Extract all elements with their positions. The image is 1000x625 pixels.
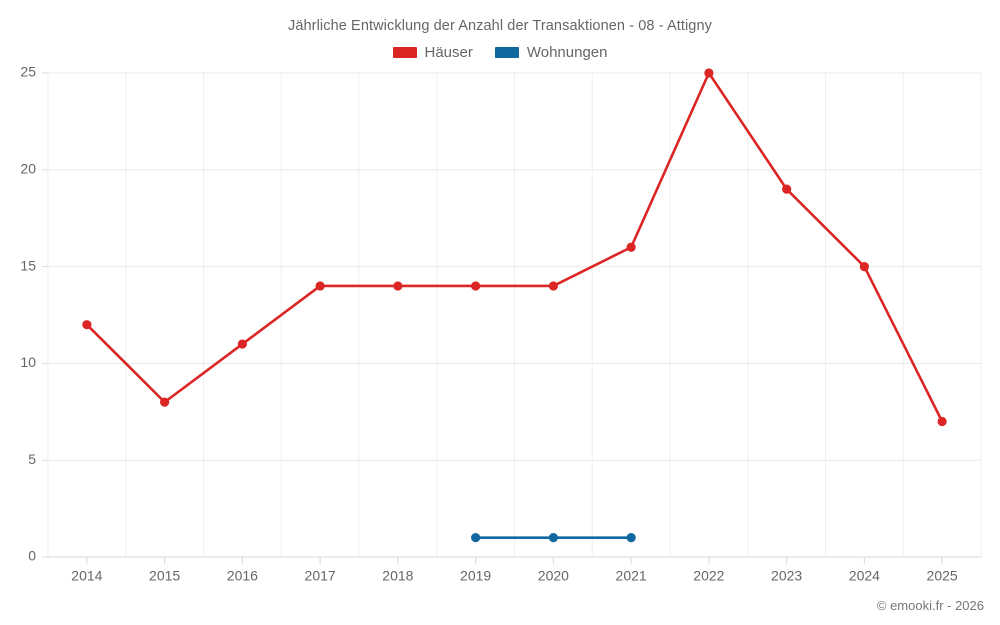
series-wohnungen: 2019: 1 2020: 1 2021: 1 [471,533,636,543]
legend-swatch-hauser [392,47,417,58]
x-tick-label: 2014 [71,567,102,583]
y-tick-label: 15 [20,257,36,273]
x-tick-label: 2024 [849,567,880,583]
y-tick-label: 0 [28,548,36,564]
legend-label-hauser: Häuser [424,44,473,61]
footer-credit: © emooki.fr - 2026 [876,598,984,613]
data-point[interactable]: 2024: 15 [859,262,869,272]
data-point[interactable]: 2019: 1 [471,533,481,543]
chart-title: Jährliche Entwicklung der Anzahl der Tra… [287,18,712,34]
series-line [85,71,944,423]
data-point[interactable]: 2017: 14 [315,281,325,291]
data-point[interactable]: 2016: 11 [237,339,247,349]
series-hauser: 2014: 12 2015: 8 2016: 11 2017: 14 2018: 14 2… [82,68,947,427]
chart-legend: Häuser Wohnungen [0,44,1000,61]
x-tick-label: 2017 [305,567,336,583]
x-tick-label: 2018 [382,567,413,583]
y-tick-label: 25 [20,64,36,80]
data-point[interactable]: 2015: 8 [160,397,170,407]
legend-label-wohnungen: Wohnungen [526,44,608,61]
legend-item-hauser[interactable]: Häuser [392,44,473,61]
data-point[interactable]: 2023: 19 [782,184,792,194]
x-tick-label: 2025 [927,567,958,583]
y-axis-tick-labels: 0 5 10 15 20 25 [20,64,48,564]
data-series-layer: 2014: 12 2015: 8 2016: 11 2017: 14 2018: 14 2… [82,68,947,543]
y-tick-label: 20 [20,161,36,177]
x-tick-label: 2016 [227,567,258,583]
legend-item-wohnungen[interactable]: Wohnungen [494,44,608,61]
data-point[interactable]: 2021: 1 [626,533,636,543]
x-axis-tick-labels: 2014 2015 2016 2017 2018 2019 2020 2021 2022 2023… [71,567,958,583]
legend-swatch-wohnungen [494,47,519,58]
grid-lines [47,72,982,558]
data-point[interactable]: 2019: 14 [471,281,481,291]
x-tick-label: 2021 [616,567,647,583]
data-point[interactable]: 2025: 7 [937,416,947,427]
x-tick-label: 2019 [460,567,491,583]
y-tick-label: 5 [28,451,36,467]
x-tick-label: 2015 [149,567,180,583]
x-tick-label: 2023 [771,567,802,583]
data-point[interactable]: 2020: 14 [548,281,558,291]
x-tick-label: 2022 [693,567,724,583]
data-point[interactable]: 2021: 16 [626,242,636,252]
axis-lines [48,556,981,564]
x-tick-label: 2020 [538,567,569,583]
data-point[interactable]: 2018: 14 [393,281,403,291]
data-point[interactable]: 2022: 25 [704,68,714,78]
data-point[interactable]: 2014: 12 [82,320,92,330]
y-tick-label: 10 [20,354,36,370]
data-point[interactable]: 2020: 1 [548,533,558,543]
